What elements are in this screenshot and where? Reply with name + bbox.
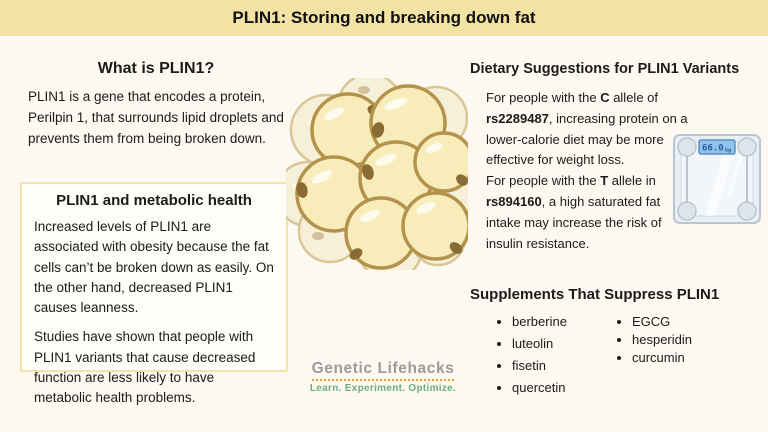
scale-display: 66.0 kg [698, 139, 736, 155]
logo-name: Genetic Lifehacks [311, 360, 455, 381]
metabolic-health-para2: Studies have shown that people with PLIN… [34, 329, 256, 405]
what-is-plin1-text: PLIN1 is a gene that encodes a protein, … [28, 89, 284, 146]
genetic-lifehacks-logo: Genetic Lifehacks Learn. Experiment. Opt… [300, 360, 466, 394]
metabolic-health-para1: Increased levels of PLIN1 are associated… [34, 219, 274, 315]
what-is-plin1-heading: What is PLIN1? [97, 60, 215, 77]
title-banner: PLIN1: Storing and breaking down fat [0, 0, 768, 36]
metabolic-health-heading: PLIN1 and metabolic health [56, 192, 252, 209]
fat-cell [413, 131, 468, 193]
fat-cell [344, 196, 418, 270]
supplements-heading: Supplements That Suppress PLIN1 [470, 286, 720, 303]
dietary-para-1: For people with the C allele of rs228948… [486, 90, 688, 168]
svg-text:kg: kg [725, 148, 731, 154]
list-item: fisetin [512, 358, 608, 373]
dietary-suggestions-heading: Dietary Suggestions for PLIN1 Variants [470, 61, 740, 77]
dietary-para-2: For people with the T allele in rs894160… [486, 173, 662, 251]
weight-scale-illustration: 66.0 kg [673, 134, 761, 224]
supplements-list-2: EGCG hesperidin curcumin [618, 314, 738, 368]
svg-text:66.0: 66.0 [702, 144, 724, 154]
list-item: berberine [512, 314, 608, 329]
supplements-list-1: berberine luteolin fisetin quercetin [498, 314, 608, 402]
list-item: hesperidin [632, 332, 738, 347]
list-item: luteolin [512, 336, 608, 351]
logo-tagline: Learn. Experiment. Optimize. [309, 383, 457, 394]
page-title: PLIN1: Storing and breaking down fat [232, 8, 536, 27]
list-item: EGCG [632, 314, 738, 329]
list-item: quercetin [512, 380, 608, 395]
fat-cell [401, 191, 468, 261]
metabolic-health-box: PLIN1 and metabolic health Increased lev… [20, 182, 288, 405]
list-item: curcumin [632, 350, 738, 365]
fat-cells-illustration [286, 78, 468, 270]
dietary-suggestions-text: For people with the C allele of rs228948… [486, 88, 694, 254]
